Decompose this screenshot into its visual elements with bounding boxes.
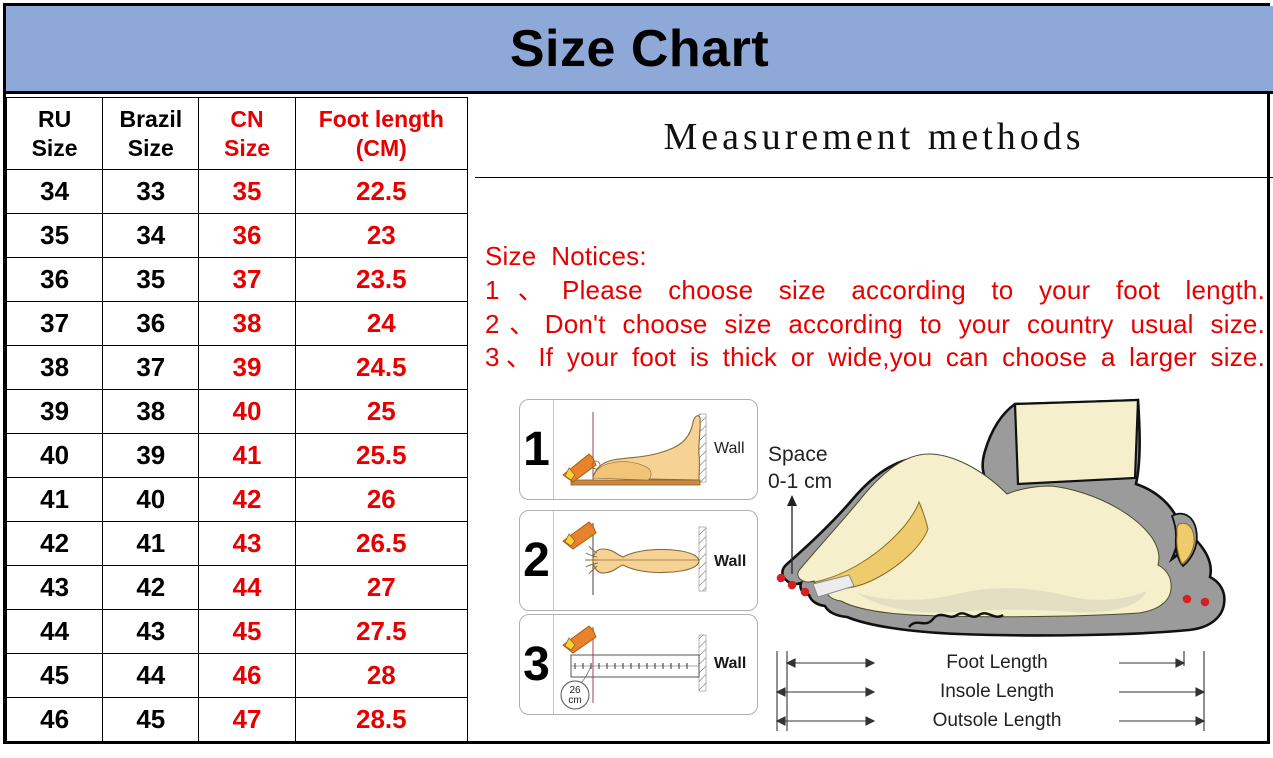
svg-text:cm: cm — [568, 695, 581, 706]
svg-text:Outsole Length: Outsole Length — [933, 710, 1062, 731]
svg-text:Wall: Wall — [714, 553, 746, 570]
svg-text:0-1 cm: 0-1 cm — [768, 470, 832, 493]
svg-text:Wall: Wall — [714, 655, 746, 672]
svg-text:Insole Length: Insole Length — [940, 681, 1054, 702]
svg-text:Foot Length: Foot Length — [946, 652, 1047, 673]
svg-text:Space: Space — [768, 443, 828, 466]
svg-text:Wall: Wall — [714, 440, 745, 457]
